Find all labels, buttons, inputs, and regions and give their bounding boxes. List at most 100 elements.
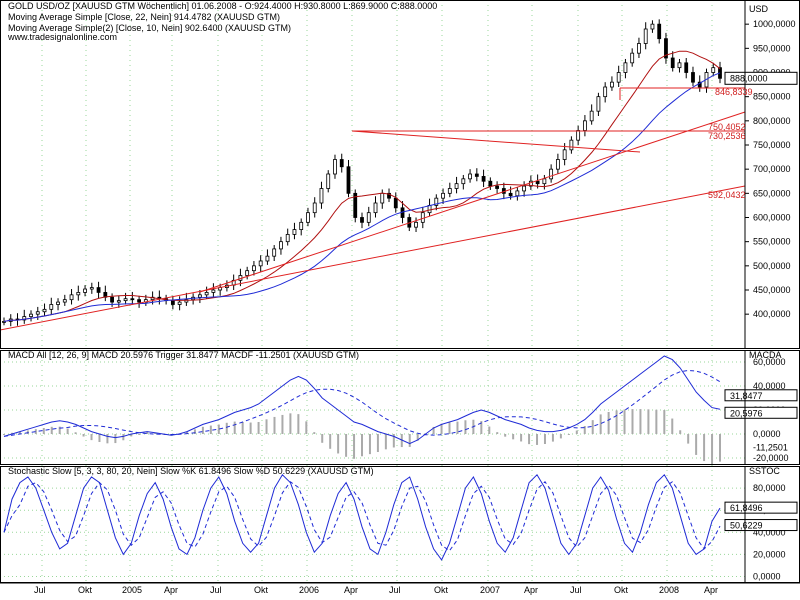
macd-hist-bar <box>50 426 53 434</box>
price-candle <box>346 166 351 194</box>
price-candle <box>481 176 486 182</box>
macd-axis-title: MACDA <box>749 350 782 360</box>
price-candle <box>549 168 554 180</box>
price-panel-frame <box>0 0 800 349</box>
macd-hist-bar <box>368 434 371 455</box>
macd-hist-bar <box>225 422 228 434</box>
macd-hist-bar <box>655 409 658 434</box>
price-candle <box>42 308 47 313</box>
price-candle <box>339 159 344 168</box>
price-candle <box>170 300 175 305</box>
x-tick-label: Okt <box>254 585 269 595</box>
macd-value-box <box>724 406 798 419</box>
price-candle <box>630 52 635 64</box>
price-candle <box>583 120 587 131</box>
price-candle <box>684 62 689 73</box>
price-tick-label: 800,0000 <box>753 116 791 126</box>
x-tick-label: 2007 <box>480 585 500 595</box>
macd-hist-bar <box>551 434 554 442</box>
price-candle <box>312 202 317 214</box>
macd-hist-bar <box>599 414 602 434</box>
macd-hist-value: -11,2501 <box>753 443 788 453</box>
macd-hist-bar <box>114 434 117 444</box>
macd-hist-bar <box>154 432 157 434</box>
price-candle <box>711 67 716 73</box>
macd-hist-bar <box>591 420 594 434</box>
macd-hist-bar <box>233 421 236 434</box>
macd-trigger-box <box>724 389 798 402</box>
macd-tick-label: 40,0000 <box>753 381 786 391</box>
macd-hist-bar <box>74 432 77 434</box>
x-tick-label: Jul <box>34 585 46 595</box>
price-candle <box>299 221 304 230</box>
level-846: 846,8339 <box>715 87 753 97</box>
price-candle <box>29 313 33 317</box>
price-candle <box>420 212 425 223</box>
x-tick-label: Okt <box>78 585 93 595</box>
price-candle <box>616 72 621 83</box>
macd-hist-bar <box>185 432 188 434</box>
macd-hist-bar <box>337 434 340 454</box>
trendline-long <box>0 185 746 331</box>
macd-line <box>3 355 721 445</box>
level-730: 730,2536 <box>708 131 746 141</box>
macd-hist-bar <box>536 434 539 445</box>
price-tick-label: 500,0000 <box>753 261 791 271</box>
macd-hist-bar <box>695 434 698 455</box>
price-candle <box>292 229 297 235</box>
sma22-header: Moving Average Simple [Close, 22, Nein] … <box>8 12 280 22</box>
macd-trigger-value: 31,8477 <box>730 391 763 401</box>
macd-hist-bar <box>703 434 706 462</box>
stoch-d-line <box>3 481 721 552</box>
price-candle <box>562 149 567 160</box>
macd-hist-bar <box>42 428 45 434</box>
macd-hist-bar <box>98 434 101 442</box>
price-candle <box>69 294 74 301</box>
macd-hist-bar <box>528 434 531 445</box>
macd-hist-bar <box>26 430 29 434</box>
x-tick-label: 2006 <box>299 585 319 595</box>
price-candle <box>360 217 364 223</box>
last-price-label: 888,0000 <box>730 73 768 83</box>
price-candle <box>434 197 439 206</box>
grid-layer <box>0 0 745 583</box>
price-candle <box>691 72 695 83</box>
price-candle <box>576 130 581 141</box>
price-candle <box>279 241 283 250</box>
x-tick-label: Jul <box>210 585 222 595</box>
macd-hist-bar <box>559 434 562 439</box>
price-tick-label: 450,0000 <box>753 285 791 295</box>
price-candle <box>319 188 324 204</box>
macd-hist-bar <box>217 424 220 434</box>
macd-hist-bar <box>130 434 133 437</box>
macd-hist-bar <box>289 413 292 434</box>
macd-hist-bar <box>567 434 570 435</box>
macd-hist-bar <box>106 434 109 444</box>
price-axis-title: USD <box>749 4 769 14</box>
price-candle <box>522 185 527 192</box>
macd-hist-bar <box>639 409 642 434</box>
price-tick-label: 700,0000 <box>753 164 791 174</box>
macd-hist-bar <box>265 419 268 434</box>
macd-hist-bar <box>631 409 634 434</box>
price-candle <box>380 192 385 204</box>
macd-hist-bar <box>607 412 610 434</box>
macd-hist-bar <box>384 434 387 450</box>
macd-hist-bar <box>615 410 618 434</box>
x-tick-label: Okt <box>614 585 629 595</box>
macd-hist-bar <box>647 409 650 434</box>
macd-hist-bar <box>66 428 69 434</box>
price-candle <box>603 86 608 98</box>
price-candle <box>326 173 331 189</box>
price-candle <box>414 221 418 228</box>
macd-hist-bar <box>82 434 85 437</box>
macd-hist-bar <box>440 423 443 434</box>
x-tick-label: Okt <box>434 585 449 595</box>
price-candle <box>657 23 662 40</box>
price-candle <box>589 110 594 122</box>
price-candle <box>197 294 202 298</box>
macd-hist-bar <box>345 434 348 457</box>
macd-hist-bar <box>448 422 451 434</box>
sma10-line <box>3 72 721 322</box>
